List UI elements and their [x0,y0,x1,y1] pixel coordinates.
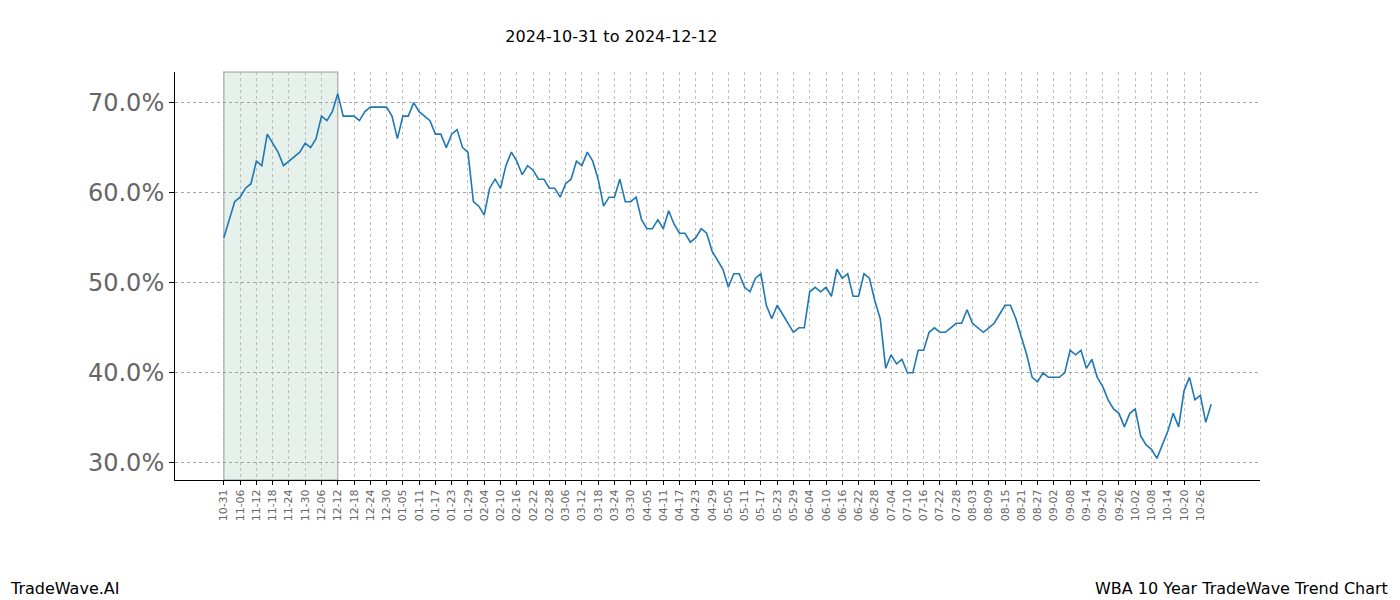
svg-text:01-11: 01-11 [413,489,426,521]
svg-text:02-22: 02-22 [527,489,540,521]
svg-text:02-16: 02-16 [510,489,523,521]
svg-text:06-28: 06-28 [868,489,881,521]
svg-text:09-26: 09-26 [1113,489,1126,521]
svg-text:11-06: 11-06 [234,489,247,521]
svg-text:08-15: 08-15 [999,489,1012,521]
svg-text:07-04: 07-04 [885,489,898,521]
svg-text:12-06: 12-06 [315,489,328,521]
svg-text:03-30: 03-30 [624,489,637,521]
svg-text:11-24: 11-24 [282,489,295,521]
svg-text:08-21: 08-21 [1015,489,1028,521]
svg-text:06-10: 06-10 [820,489,833,521]
svg-text:05-11: 05-11 [738,489,751,521]
svg-text:05-23: 05-23 [771,489,784,521]
svg-text:11-30: 11-30 [299,489,312,521]
svg-text:05-17: 05-17 [754,489,767,521]
svg-text:06-22: 06-22 [852,489,865,521]
svg-text:07-28: 07-28 [950,489,963,521]
svg-text:09-20: 09-20 [1096,489,1109,521]
svg-text:01-05: 01-05 [396,489,409,521]
svg-text:TradeWave.AI: TradeWave.AI [10,579,119,598]
svg-text:12-24: 12-24 [364,489,377,521]
svg-text:01-23: 01-23 [445,489,458,521]
svg-text:05-29: 05-29 [787,489,800,521]
svg-text:10-31: 10-31 [217,489,230,521]
svg-text:WBA 10 Year TradeWave Trend Ch: WBA 10 Year TradeWave Trend Chart [1095,579,1388,598]
svg-text:07-22: 07-22 [934,489,947,521]
svg-text:02-04: 02-04 [478,489,491,521]
svg-text:30.0%: 30.0% [88,449,164,477]
svg-text:01-17: 01-17 [429,489,442,521]
svg-text:03-18: 03-18 [592,489,605,521]
svg-text:06-16: 06-16 [836,489,849,521]
svg-text:04-29: 04-29 [706,489,719,521]
svg-text:04-23: 04-23 [689,489,702,521]
svg-text:08-03: 08-03 [966,489,979,521]
svg-text:50.0%: 50.0% [88,269,164,297]
svg-text:10-08: 10-08 [1145,489,1158,521]
svg-text:01-29: 01-29 [462,489,475,521]
svg-text:05-05: 05-05 [722,489,735,521]
svg-text:04-05: 04-05 [641,489,654,521]
svg-text:10-20: 10-20 [1178,489,1191,521]
svg-text:12-30: 12-30 [380,489,393,521]
svg-text:07-16: 07-16 [917,489,930,521]
svg-text:60.0%: 60.0% [88,179,164,207]
svg-text:09-02: 09-02 [1047,489,1060,521]
svg-text:09-08: 09-08 [1064,489,1077,521]
svg-text:40.0%: 40.0% [88,359,164,387]
svg-text:06-04: 06-04 [803,489,816,521]
svg-text:08-09: 08-09 [982,489,995,521]
svg-text:08-27: 08-27 [1031,489,1044,521]
svg-text:2024-10-31 to 2024-12-12: 2024-10-31 to 2024-12-12 [505,27,717,46]
svg-text:03-24: 03-24 [608,489,621,521]
svg-text:03-12: 03-12 [575,489,588,521]
svg-text:04-17: 04-17 [673,489,686,521]
svg-text:02-10: 02-10 [494,489,507,521]
svg-text:10-26: 10-26 [1194,489,1207,521]
svg-text:10-02: 10-02 [1129,489,1142,521]
svg-text:03-06: 03-06 [559,489,572,521]
svg-text:10-14: 10-14 [1161,489,1174,521]
svg-text:11-12: 11-12 [250,489,263,521]
svg-text:02-28: 02-28 [543,489,556,521]
svg-text:09-14: 09-14 [1080,489,1093,521]
svg-text:07-10: 07-10 [901,489,914,521]
svg-text:11-18: 11-18 [266,489,279,521]
svg-text:70.0%: 70.0% [88,89,164,117]
svg-text:04-11: 04-11 [657,489,670,521]
svg-text:12-12: 12-12 [331,489,344,521]
svg-text:12-18: 12-18 [348,489,361,521]
